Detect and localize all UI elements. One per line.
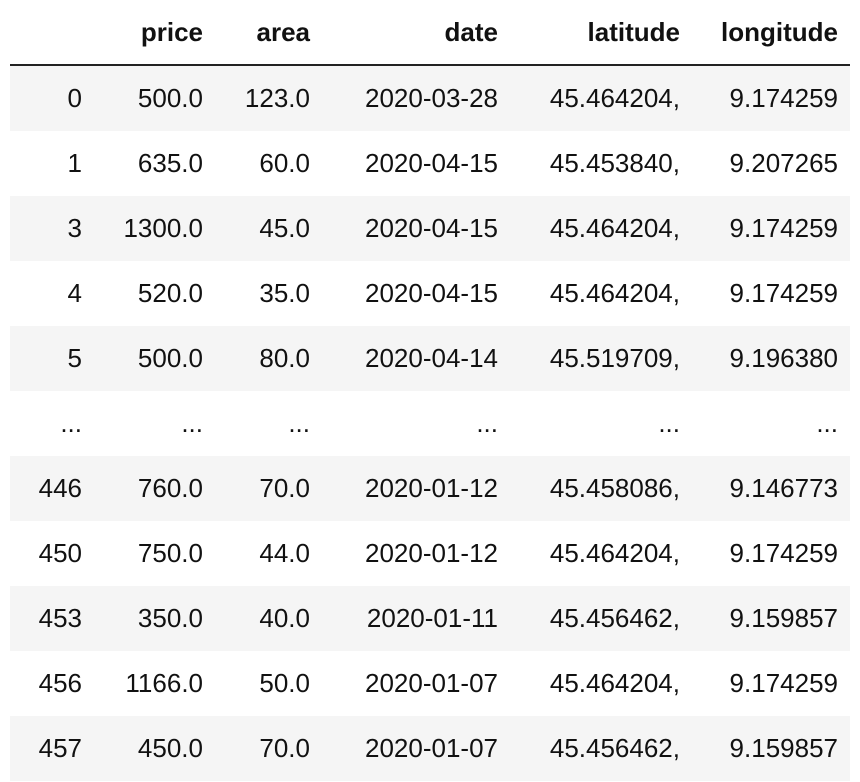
table-row: 1 635.0 60.0 2020-04-15 45.453840, 9.207265 [10, 131, 850, 196]
table-row: 446 760.0 70.0 2020-01-12 45.458086, 9.146773 [10, 456, 850, 521]
row-index: 4 [10, 261, 96, 326]
date-cell: 2020-01-07 [322, 716, 510, 781]
table-body: 0 500.0 123.0 2020-03-28 45.464204, 9.174259 1… [10, 65, 850, 781]
row-index: ... [10, 391, 96, 456]
longitude-cell: 9.174259 [692, 196, 850, 261]
longitude-cell: 9.159857 [692, 586, 850, 651]
table-row: 450 750.0 44.0 2020-01-12 45.464204, 9.174259 [10, 521, 850, 586]
date-cell: 2020-03-28 [322, 65, 510, 131]
price-cell: 1300.0 [96, 196, 215, 261]
header-row: price area date latitude longitude [10, 0, 850, 65]
area-cell: 80.0 [215, 326, 322, 391]
latitude-cell: 45.464204, [510, 65, 692, 131]
longitude-cell: 9.174259 [692, 521, 850, 586]
latitude-cell: 45.464204, [510, 521, 692, 586]
row-index: 3 [10, 196, 96, 261]
table-row: 0 500.0 123.0 2020-03-28 45.464204, 9.174259 [10, 65, 850, 131]
row-index: 0 [10, 65, 96, 131]
price-cell: 750.0 [96, 521, 215, 586]
row-index: 450 [10, 521, 96, 586]
row-index: 456 [10, 651, 96, 716]
latitude-cell: 45.456462, [510, 716, 692, 781]
date-cell: 2020-01-12 [322, 456, 510, 521]
date-cell: 2020-04-14 [322, 326, 510, 391]
longitude-cell: 9.174259 [692, 261, 850, 326]
latitude-cell: 45.464204, [510, 261, 692, 326]
table-row: 453 350.0 40.0 2020-01-11 45.456462, 9.159857 [10, 586, 850, 651]
price-header: price [96, 0, 215, 65]
price-cell: 520.0 [96, 261, 215, 326]
area-cell: 123.0 [215, 65, 322, 131]
table-row: 456 1166.0 50.0 2020-01-07 45.464204, 9.17425… [10, 651, 850, 716]
latitude-cell: 45.464204, [510, 196, 692, 261]
price-cell: 500.0 [96, 326, 215, 391]
table-row: 3 1300.0 45.0 2020-04-15 45.464204, 9.174259 [10, 196, 850, 261]
longitude-cell: ... [692, 391, 850, 456]
date-header: date [322, 0, 510, 65]
index-header [10, 0, 96, 65]
latitude-cell: 45.456462, [510, 586, 692, 651]
latitude-cell: 45.519709, [510, 326, 692, 391]
date-cell: 2020-01-11 [322, 586, 510, 651]
row-index: 446 [10, 456, 96, 521]
date-cell: 2020-04-15 [322, 261, 510, 326]
price-cell: 350.0 [96, 586, 215, 651]
dataframe-table: price area date latitude longitude 0 500.0 123… [10, 0, 850, 781]
table-row: 5 500.0 80.0 2020-04-14 45.519709, 9.196380 [10, 326, 850, 391]
area-header: area [215, 0, 322, 65]
date-cell: 2020-01-12 [322, 521, 510, 586]
area-cell: 70.0 [215, 716, 322, 781]
row-index: 5 [10, 326, 96, 391]
longitude-cell: 9.174259 [692, 651, 850, 716]
price-cell: 500.0 [96, 65, 215, 131]
row-index: 457 [10, 716, 96, 781]
longitude-cell: 9.196380 [692, 326, 850, 391]
price-cell: ... [96, 391, 215, 456]
price-cell: 635.0 [96, 131, 215, 196]
area-cell: 60.0 [215, 131, 322, 196]
longitude-cell: 9.207265 [692, 131, 850, 196]
date-cell: 2020-01-07 [322, 651, 510, 716]
latitude-cell: ... [510, 391, 692, 456]
date-cell: 2020-04-15 [322, 196, 510, 261]
area-cell: 70.0 [215, 456, 322, 521]
area-cell: 35.0 [215, 261, 322, 326]
latitude-cell: 45.458086, [510, 456, 692, 521]
price-cell: 760.0 [96, 456, 215, 521]
area-cell: 45.0 [215, 196, 322, 261]
area-cell: 40.0 [215, 586, 322, 651]
longitude-cell: 9.159857 [692, 716, 850, 781]
longitude-header: longitude [692, 0, 850, 65]
row-index: 1 [10, 131, 96, 196]
table-row: .................. [10, 391, 850, 456]
latitude-header: latitude [510, 0, 692, 65]
latitude-cell: 45.464204, [510, 651, 692, 716]
date-cell: ... [322, 391, 510, 456]
longitude-cell: 9.146773 [692, 456, 850, 521]
area-cell: 50.0 [215, 651, 322, 716]
area-cell: ... [215, 391, 322, 456]
table-row: 457 450.0 70.0 2020-01-07 45.456462, 9.159857 [10, 716, 850, 781]
row-index: 453 [10, 586, 96, 651]
date-cell: 2020-04-15 [322, 131, 510, 196]
price-cell: 1166.0 [96, 651, 215, 716]
area-cell: 44.0 [215, 521, 322, 586]
table-header: price area date latitude longitude [10, 0, 850, 65]
latitude-cell: 45.453840, [510, 131, 692, 196]
longitude-cell: 9.174259 [692, 65, 850, 131]
price-cell: 450.0 [96, 716, 215, 781]
table-row: 4 520.0 35.0 2020-04-15 45.464204, 9.174259 [10, 261, 850, 326]
